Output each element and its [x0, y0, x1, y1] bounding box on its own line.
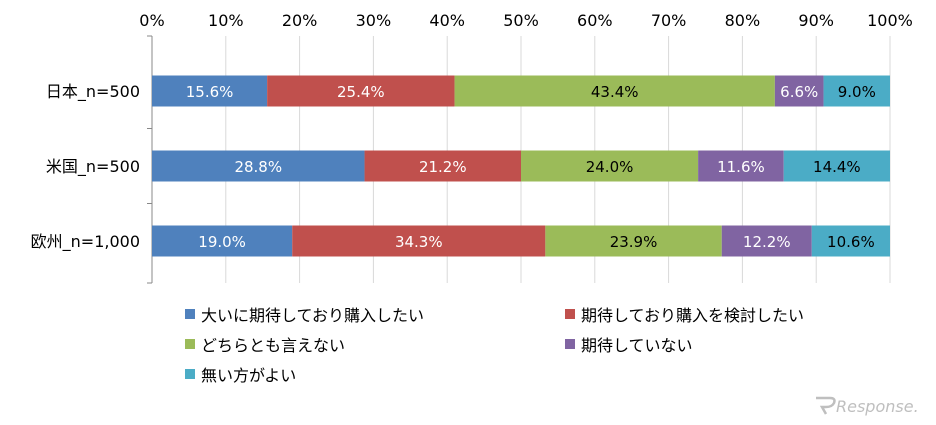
legend-item: 大いに期待しており購入したい — [185, 302, 424, 326]
bar-segment — [783, 150, 890, 182]
legend-item: 期待しており購入を検討したい — [565, 302, 804, 326]
data-label: 34.3% — [395, 233, 443, 251]
data-label: 12.2% — [743, 233, 791, 251]
data-label: 23.9% — [610, 233, 658, 251]
x-tick-label: 50% — [503, 11, 539, 30]
data-label: 11.6% — [717, 158, 765, 176]
x-tick-label: 20% — [282, 11, 318, 30]
legend-swatch — [565, 339, 575, 349]
data-label: 6.6% — [780, 83, 818, 101]
legend-label: 大いに期待しており購入したい — [201, 306, 425, 325]
legend-label: 期待していない — [581, 336, 693, 355]
bar-segment — [774, 75, 824, 107]
data-label: 43.4% — [591, 83, 639, 101]
bars: 15.6% 25.4% 43.4% 6.6% 9.0% 28.8% 21.2% 24.0% 11… — [152, 75, 890, 257]
legend-label: 期待しており購入を検討したい — [581, 306, 805, 325]
data-label: 9.0% — [838, 83, 876, 101]
data-label: 15.6% — [186, 83, 234, 101]
watermark-text: Response. — [836, 397, 919, 416]
data-label: 14.4% — [813, 158, 861, 176]
category-label: 欧州_n=1,000 — [31, 232, 140, 252]
bar-segment — [823, 75, 890, 107]
bar-segment — [811, 225, 890, 257]
bar-segment — [454, 75, 775, 107]
data-label: 25.4% — [337, 83, 385, 101]
category-label: 日本_n=500 — [46, 82, 140, 102]
x-tick-label: 70% — [651, 11, 687, 30]
bar-segment — [545, 225, 722, 257]
legend-swatch — [185, 339, 195, 349]
bar-segment — [364, 150, 521, 182]
bar-segment — [152, 225, 293, 257]
legend-item: 期待していない — [565, 332, 693, 356]
legend-swatch — [185, 309, 195, 319]
x-tick-label: 10% — [208, 11, 244, 30]
legend-label: どちらとも言えない — [201, 336, 346, 355]
data-label: 21.2% — [419, 158, 467, 176]
category-labels: 日本_n=500 米国_n=500 欧州_n=1,000 — [31, 82, 140, 252]
x-tick-label: 40% — [429, 11, 465, 30]
category-label: 米国_n=500 — [46, 157, 140, 177]
bar-segment — [521, 150, 699, 182]
watermark-logo: Response. — [812, 392, 924, 422]
x-tick-label: 60% — [577, 11, 613, 30]
x-axis-ticks: 0% 10% 20% 30% 40% 50% 60% 70% 80% 90% 100% — [139, 11, 913, 30]
legend-swatch — [185, 369, 195, 379]
x-tick-label: 0% — [139, 11, 164, 30]
data-label: 19.0% — [198, 233, 246, 251]
legend-item: 無い方がよい — [185, 362, 296, 386]
legend-swatch — [565, 309, 575, 319]
x-tick-label: 90% — [798, 11, 834, 30]
legend-label: 無い方がよい — [201, 366, 297, 385]
bar-segment — [267, 75, 455, 107]
bar-segment — [721, 225, 812, 257]
x-tick-label: 100% — [867, 11, 913, 30]
bar-segment — [152, 150, 365, 182]
bar-segment — [152, 75, 268, 107]
bar-segment — [292, 225, 546, 257]
legend-item: どちらとも言えない — [185, 332, 345, 356]
x-tick-label: 80% — [725, 11, 761, 30]
bar-segment — [698, 150, 784, 182]
data-label: 24.0% — [586, 158, 634, 176]
data-label: 10.6% — [827, 233, 875, 251]
y-axis — [147, 35, 153, 284]
x-tick-label: 30% — [356, 11, 392, 30]
data-label: 28.8% — [234, 158, 282, 176]
